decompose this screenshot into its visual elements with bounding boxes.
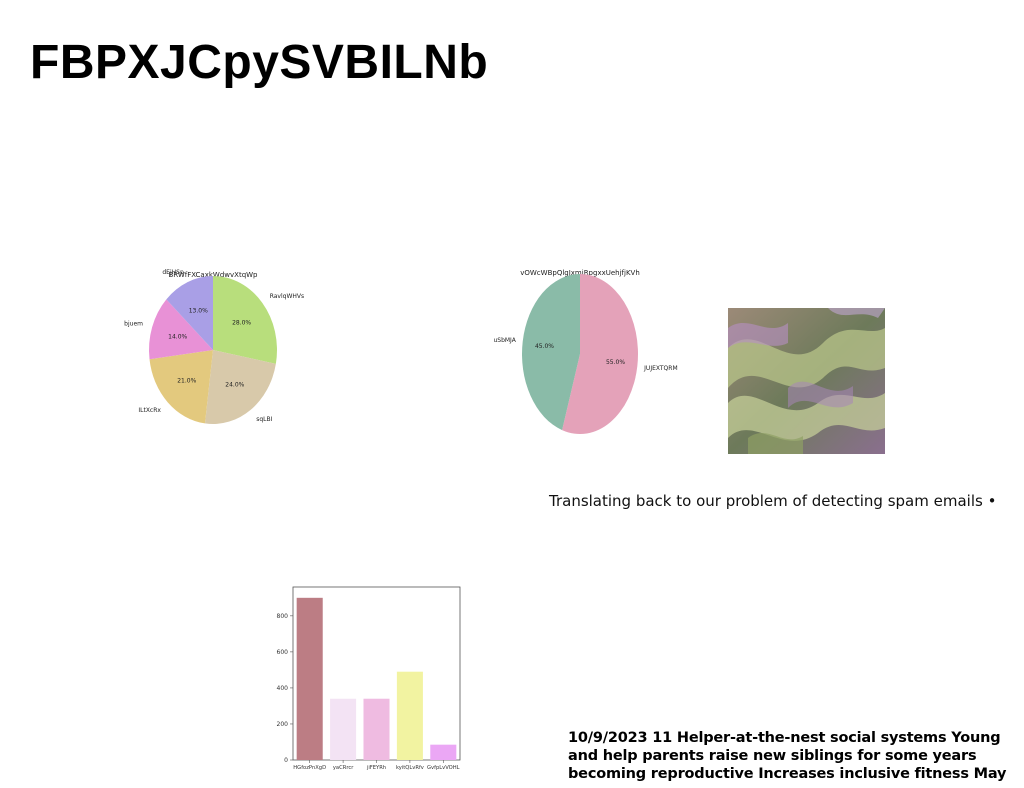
footer-note: 10/9/2023 11 Helper-at-the-nest social s…: [568, 730, 1007, 782]
bar: [396, 671, 423, 760]
pie-value-label: 24.0%: [225, 382, 244, 389]
x-tick-label: yaCRrcr: [333, 765, 354, 771]
pie-slice: [166, 276, 213, 350]
pie-value-label: 28.0%: [232, 320, 251, 327]
pie-value-label: 13.0%: [189, 308, 208, 315]
pie-slice: [213, 276, 277, 364]
coral-photo: [728, 308, 885, 454]
pie-slice: [149, 350, 213, 424]
pie-chart-2: vOWcWBpQlgJxmjRpgxxUehjfjKVh 55.0% JUJEXTQ…: [493, 269, 678, 434]
pie-category-label: sqLBI: [256, 416, 272, 423]
pie-value-label: 55.0%: [606, 359, 625, 366]
pie-value-label: 45.0%: [535, 343, 554, 350]
pie-category-label: bjuem: [124, 321, 143, 328]
x-tick-label: jiFEYRh: [366, 765, 386, 771]
pie-value-label: 14.0%: [168, 334, 187, 341]
pie-category-label: dEjHSp: [162, 269, 184, 276]
pie-slice: [562, 274, 638, 434]
bar: [296, 597, 323, 760]
slide-title: FBPXJCpySVBILNb: [30, 36, 489, 89]
y-tick-label: 0: [284, 757, 288, 764]
pie-chart-1: BRWfFXCaxkWdwvXtqWp 28.0% RavlqWHVs 24.0% sq…: [124, 269, 304, 424]
x-tick-label: kyitQLvRfv: [396, 765, 424, 771]
caption-text: Translating back to our problem of detec…: [549, 492, 997, 510]
y-tick-label: 200: [277, 721, 289, 728]
pie-category-label: RavlqWHVs: [270, 293, 304, 300]
pie-slice: [522, 274, 580, 431]
x-tick-label: GvfpLvVOHL: [427, 765, 460, 771]
pie-value-label: 21.0%: [177, 377, 196, 384]
bar: [430, 744, 457, 760]
pie-category-label: ILtXcRx: [138, 407, 161, 414]
pie-title: BRWfFXCaxkWdwvXtqWp: [168, 271, 258, 279]
pie-title: vOWcWBpQlgJxmjRpgxxUehjfjKVh: [520, 269, 640, 277]
pie-category-label: uSbMJA: [493, 337, 516, 344]
pie-slice: [149, 299, 213, 360]
bar: [363, 698, 390, 760]
y-tick-label: 600: [277, 649, 289, 656]
y-tick-label: 400: [277, 685, 289, 692]
y-tick-label: 800: [277, 613, 289, 620]
bar: [330, 698, 357, 760]
x-tick-label: HGfozPnXgD: [293, 765, 326, 771]
bar-chart: 0 200 400 600 800 HGfozPnXgD yaCRrcr jiFEYRh kyi…: [277, 586, 461, 771]
pie-slice: [204, 350, 276, 424]
pie-category-label: JUJEXTQRM: [643, 365, 677, 372]
